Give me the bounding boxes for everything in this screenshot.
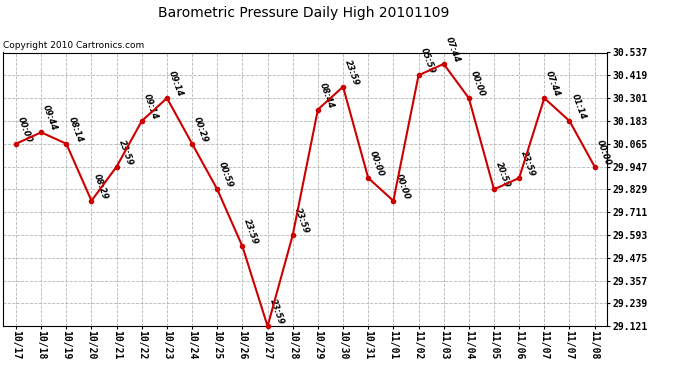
Text: 23:59: 23:59 xyxy=(242,218,260,246)
Text: 01:14: 01:14 xyxy=(569,93,587,121)
Text: 09:14: 09:14 xyxy=(167,70,185,98)
Text: 00:00: 00:00 xyxy=(16,116,34,144)
Text: 23:59: 23:59 xyxy=(343,58,361,87)
Text: 00:59: 00:59 xyxy=(217,161,235,189)
Text: 00:00: 00:00 xyxy=(393,172,411,201)
Text: 05:59: 05:59 xyxy=(419,47,436,75)
Text: 00:00: 00:00 xyxy=(595,138,612,166)
Text: Barometric Pressure Daily High 20101109: Barometric Pressure Daily High 20101109 xyxy=(158,6,449,20)
Text: 07:44: 07:44 xyxy=(444,36,462,64)
Text: 00:00: 00:00 xyxy=(368,150,386,178)
Text: Copyright 2010 Cartronics.com: Copyright 2010 Cartronics.com xyxy=(3,41,145,50)
Text: 07:44: 07:44 xyxy=(544,70,562,98)
Text: 23:59: 23:59 xyxy=(268,298,285,326)
Text: 08:44: 08:44 xyxy=(318,81,335,110)
Text: 09:14: 09:14 xyxy=(142,93,159,121)
Text: 00:29: 00:29 xyxy=(192,116,210,144)
Text: 23:59: 23:59 xyxy=(519,150,537,178)
Text: 23:59: 23:59 xyxy=(117,138,135,166)
Text: 23:59: 23:59 xyxy=(293,207,310,235)
Text: 20:59: 20:59 xyxy=(494,161,512,189)
Text: 00:00: 00:00 xyxy=(469,70,486,98)
Text: 09:44: 09:44 xyxy=(41,104,59,132)
Text: 08:29: 08:29 xyxy=(92,172,109,201)
Text: 08:14: 08:14 xyxy=(66,116,84,144)
